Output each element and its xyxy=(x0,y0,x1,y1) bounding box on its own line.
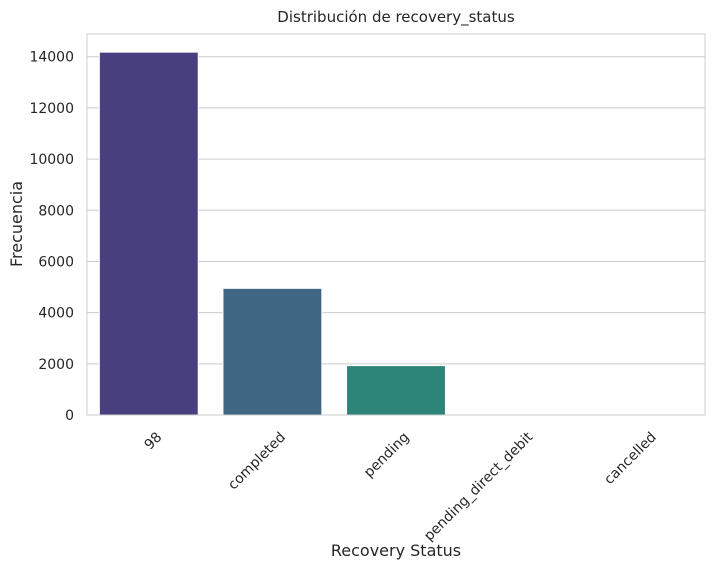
y-tick-labels: 0 2000 4000 6000 8000 10000 12000 14000 xyxy=(29,50,74,424)
x-tick-label: pending_direct_debit xyxy=(421,429,536,544)
y-tick-label: 6000 xyxy=(38,254,74,270)
x-axis-label: Recovery Status xyxy=(331,541,461,560)
chart-title: Distribución de recovery_status xyxy=(277,8,515,27)
y-tick-label: 0 xyxy=(65,408,74,424)
y-tick-label: 12000 xyxy=(29,101,74,117)
bars xyxy=(98,51,694,416)
y-tick-label: 10000 xyxy=(29,152,74,168)
x-tick-labels: 98 completed pending pending_direct_debit ca… xyxy=(141,429,659,544)
x-tick-label: completed xyxy=(225,429,289,493)
y-tick-label: 4000 xyxy=(38,306,74,322)
bar-98 xyxy=(98,51,199,416)
x-tick-label: 98 xyxy=(141,429,165,453)
bar-pending xyxy=(346,365,446,416)
x-tick-label: pending xyxy=(361,429,413,481)
plot-frame xyxy=(86,33,706,416)
y-tick-label: 2000 xyxy=(38,357,74,373)
y-tick-label: 8000 xyxy=(38,203,74,219)
x-tick-label: cancelled xyxy=(601,429,660,488)
y-tick-label: 14000 xyxy=(29,50,74,66)
y-axis-label: Frecuencia xyxy=(7,181,26,267)
bar-completed xyxy=(222,287,323,416)
